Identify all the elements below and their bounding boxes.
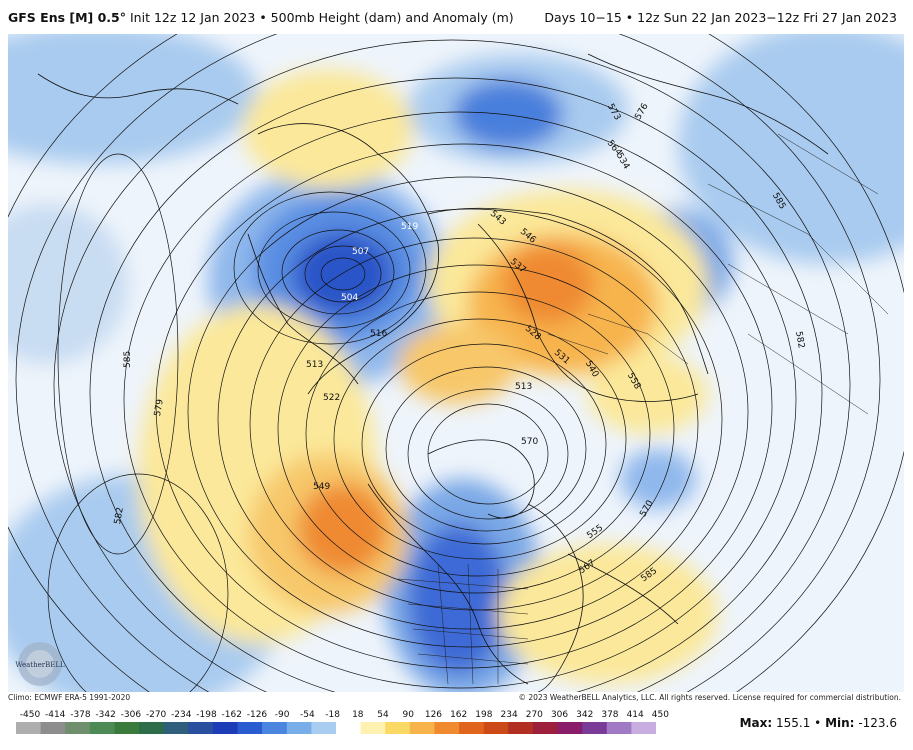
header: GFS Ens [M] 0.5° Init 12z 12 Jan 2023 • … [0, 0, 913, 34]
colorbar-tick-label: 18 [352, 710, 364, 720]
contour-label: 582 [113, 506, 126, 525]
colorbar-tick-label: 306 [550, 710, 569, 720]
contour-label: 570 [521, 437, 538, 447]
contour-label: 513 [515, 382, 532, 392]
contour-label: 519 [401, 222, 418, 232]
max-min-separator: • [814, 716, 822, 730]
colorbar-tick-label: -342 [95, 710, 116, 720]
colorbar-swatch [532, 722, 559, 734]
min-label: Min: [825, 716, 855, 730]
contour-label: 579 [153, 398, 166, 417]
colorbar-swatch [508, 722, 534, 734]
colorbar-swatch [557, 722, 583, 734]
colorbar-swatch [582, 722, 608, 734]
colorbar-tick-label: 342 [576, 710, 594, 720]
climo-note: Climo: ECMWF ERA-5 1991-2020 [8, 693, 131, 702]
min-value: -123.6 [858, 716, 897, 730]
copyright-note: © 2023 WeatherBELL Analytics, LLC. All r… [518, 693, 901, 702]
colorbar-tick-label: -270 [145, 710, 167, 720]
colorbar-swatch [631, 722, 656, 734]
colorbar-tick-label: 198 [475, 710, 493, 720]
colorbar-tick-label: 414 [626, 710, 644, 720]
colorbar-tick-label: -414 [44, 710, 66, 720]
contour-label: 504 [341, 293, 358, 303]
map-canvas: 519 507 504 516 513 522 585 579 582 549 … [8, 34, 904, 692]
colorbar-swatch [336, 722, 362, 734]
colorbar-tick-label: 450 [651, 710, 669, 720]
colorbar-swatch [212, 722, 239, 734]
colorbar-tick-label: 270 [525, 710, 543, 720]
contour-label: 513 [306, 360, 323, 370]
model-name: GFS Ens [M] 0.5° [8, 10, 126, 25]
colorbar-tick-label: -162 [221, 710, 242, 720]
colorbar-swatch [65, 722, 91, 734]
weatherbell-logo: WeatherBELL [15, 642, 65, 686]
map-title: GFS Ens [M] 0.5° Init 12z 12 Jan 2023 • … [8, 10, 514, 25]
colorbar-swatch [163, 722, 189, 734]
boundaries [397, 133, 889, 685]
contour-label: 582 [793, 331, 806, 350]
colorbar-swatch [40, 722, 66, 734]
colorbar-tick-label: -54 [300, 710, 315, 720]
colorbar-swatch [286, 722, 312, 734]
colorbar-tick-label: -90 [274, 710, 290, 720]
contour-label: 507 [352, 247, 369, 257]
max-label: Max: [739, 716, 773, 730]
colorbar-swatch [459, 722, 485, 734]
logo-text: WeatherBELL [15, 661, 65, 669]
colorbar-tick-label: 162 [450, 710, 468, 720]
colorbar-tick-label: -126 [246, 710, 268, 720]
colorbar-swatch [16, 722, 42, 734]
colorbar-swatch [606, 722, 632, 734]
colorbar-tick-label: -450 [19, 710, 41, 720]
colorbar-swatch [385, 722, 411, 734]
colorbar-swatch [483, 722, 509, 734]
contour-label: 585 [123, 351, 133, 368]
init-time: Init 12z 12 Jan 2023 [129, 10, 256, 25]
colorbar-tick-label: -18 [325, 710, 340, 720]
colorbar-swatch [114, 722, 140, 734]
colorbar-swatch [139, 722, 165, 734]
colorbar-tick-label: 126 [424, 710, 443, 720]
colorbar-tick-label: -306 [120, 710, 142, 720]
max-min-readout: Max: 155.1 • Min: -123.6 [740, 716, 897, 730]
colorbar-swatch [262, 722, 288, 734]
title-separator: • [259, 10, 267, 25]
colorbar-swatch [89, 722, 115, 734]
colorbar-swatch [237, 722, 263, 734]
field-name: 500mb Height (dam) and Anomaly (m) [270, 10, 514, 25]
colorbar-swatch [311, 722, 337, 734]
colorbar-tick-label: -198 [196, 710, 217, 720]
valid-period: Days 10−15 • 12z Sun 22 Jan 2023−12z Fri… [544, 10, 897, 25]
colorbar [16, 722, 656, 734]
max-value: 155.1 [775, 716, 811, 730]
contour-label: 522 [323, 393, 340, 403]
contour-label: 549 [313, 482, 330, 492]
colorbar-tick-label: 90 [402, 710, 414, 720]
contour-label: 516 [370, 329, 387, 339]
colorbar-swatch [409, 722, 435, 734]
colorbar-labels: -450 -414 -378 -342 -306 -270 -234 -198 -162 -126… [8, 710, 669, 722]
coastlines [37, 53, 829, 692]
colorbar-tick-label: 234 [500, 710, 518, 720]
colorbar-tick-label: 378 [601, 710, 619, 720]
colorbar-swatch [434, 722, 460, 734]
colorbar-tick-label: -234 [171, 710, 192, 720]
colorbar-swatch [188, 722, 214, 734]
height-contours [8, 34, 904, 692]
colorbar-swatch [360, 722, 386, 734]
colorbar-tick-label: -378 [70, 710, 91, 720]
colorbar-tick-label: 54 [377, 710, 389, 720]
